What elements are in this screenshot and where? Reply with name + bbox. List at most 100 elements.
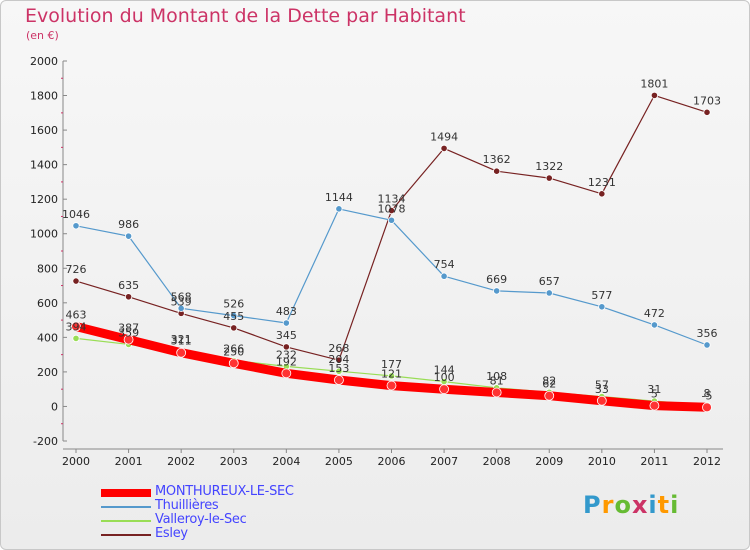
data-label: 57 [595,379,609,392]
data-label: 192 [276,355,297,368]
data-label: 539 [171,295,192,308]
x-tick-label: 2008 [483,455,511,468]
data-label: 394 [66,320,87,333]
data-label: 1362 [483,153,511,166]
y-tick-label: 800 [37,262,58,275]
data-point [123,334,134,345]
data-label: 635 [118,279,139,292]
data-label: 387 [118,322,139,335]
data-point [230,324,238,332]
data-label: 153 [328,362,349,375]
data-label: 1231 [588,176,616,189]
data-point [335,205,343,213]
data-label: 726 [66,263,87,276]
data-point [702,402,712,413]
data-label: 144 [434,364,455,377]
data-label: 1801 [640,77,668,90]
legend-label: Esley [155,526,188,541]
x-tick-label: 2001 [115,455,143,468]
proxiti-logo: Proxiti [583,491,680,519]
y-tick-label: 1600 [30,124,58,137]
data-point [545,174,553,182]
series-line-1 [75,208,708,346]
data-point [177,304,185,312]
x-tick-label: 2009 [535,455,563,468]
y-tick-label: 1000 [30,228,58,241]
chart-title: Evolution du Montant de la Dette par Hab… [25,5,466,27]
data-point [124,293,133,301]
data-point [72,334,80,342]
data-point [703,108,711,116]
data-point [281,368,292,379]
x-tick-label: 2011 [640,455,668,468]
data-point [335,356,343,364]
data-point [703,341,711,349]
chart-series-layer [71,91,712,413]
x-tick-label: 2002 [167,455,195,468]
data-point [544,390,555,401]
data-label: 33 [595,383,609,396]
data-point [493,287,501,295]
data-label: 82 [542,374,556,387]
y-tick-label: 200 [37,366,58,379]
data-label: 5 [651,388,658,401]
data-label: 669 [486,273,507,286]
chart-axes: -200 0 200 400 600 800 1000 1200 1400 1600 1800 200… [30,55,723,468]
data-point [176,347,187,358]
y-tick-label: 1400 [30,159,58,172]
data-label: 359 [118,326,139,339]
y-tick-label: 0 [51,400,58,413]
data-label: 1078 [378,202,406,215]
data-label: 455 [223,310,244,323]
data-label: 100 [434,371,455,384]
data-label: 62 [542,378,556,391]
data-label: 1144 [325,191,353,204]
data-label: 483 [276,305,297,318]
data-label: 108 [486,370,507,383]
data-point [282,343,290,351]
data-label: -5 [702,389,713,402]
data-label: 577 [591,289,612,302]
data-label: 657 [539,275,560,288]
legend-swatch [101,506,151,508]
x-tick-label: 2004 [272,455,300,468]
data-point [228,358,239,369]
data-point [124,232,133,240]
legend-swatch [101,489,151,497]
data-label: 1322 [535,160,563,173]
data-label: 81 [490,374,504,387]
data-label: 311 [171,335,192,348]
data-label: 268 [328,342,349,355]
data-point [230,311,238,320]
data-point [491,387,502,398]
data-point [598,303,606,311]
data-point [387,372,396,380]
data-label: 1703 [693,94,721,107]
x-tick-label: 2006 [378,455,406,468]
data-point [493,167,501,175]
data-label: 568 [171,290,192,303]
data-point [440,144,448,152]
chart-labels-layer: 1046 986 568 526 483 1144 1078 754 669 657 577 472 3… [62,77,721,402]
data-label: 250 [223,345,244,358]
data-point [72,277,80,285]
data-point [335,367,343,375]
x-tick-label: 2000 [62,455,90,468]
data-point [386,380,397,391]
y-tick-label: 600 [37,297,58,310]
legend-swatch [101,520,151,522]
data-point [649,400,660,411]
y-tick-label: -200 [33,435,58,448]
x-tick-label: 2003 [220,455,248,468]
data-label: 986 [118,218,139,231]
series-line-3 [75,94,708,361]
chart-unit-label: (en €) [26,29,59,42]
data-label: 1046 [62,208,90,221]
data-point [334,375,344,385]
x-tick-label: 2012 [693,455,721,468]
x-tick-label: 2007 [430,455,458,468]
data-label: 356 [697,327,718,340]
data-label: 1494 [430,130,458,143]
data-label: 31 [647,383,661,396]
